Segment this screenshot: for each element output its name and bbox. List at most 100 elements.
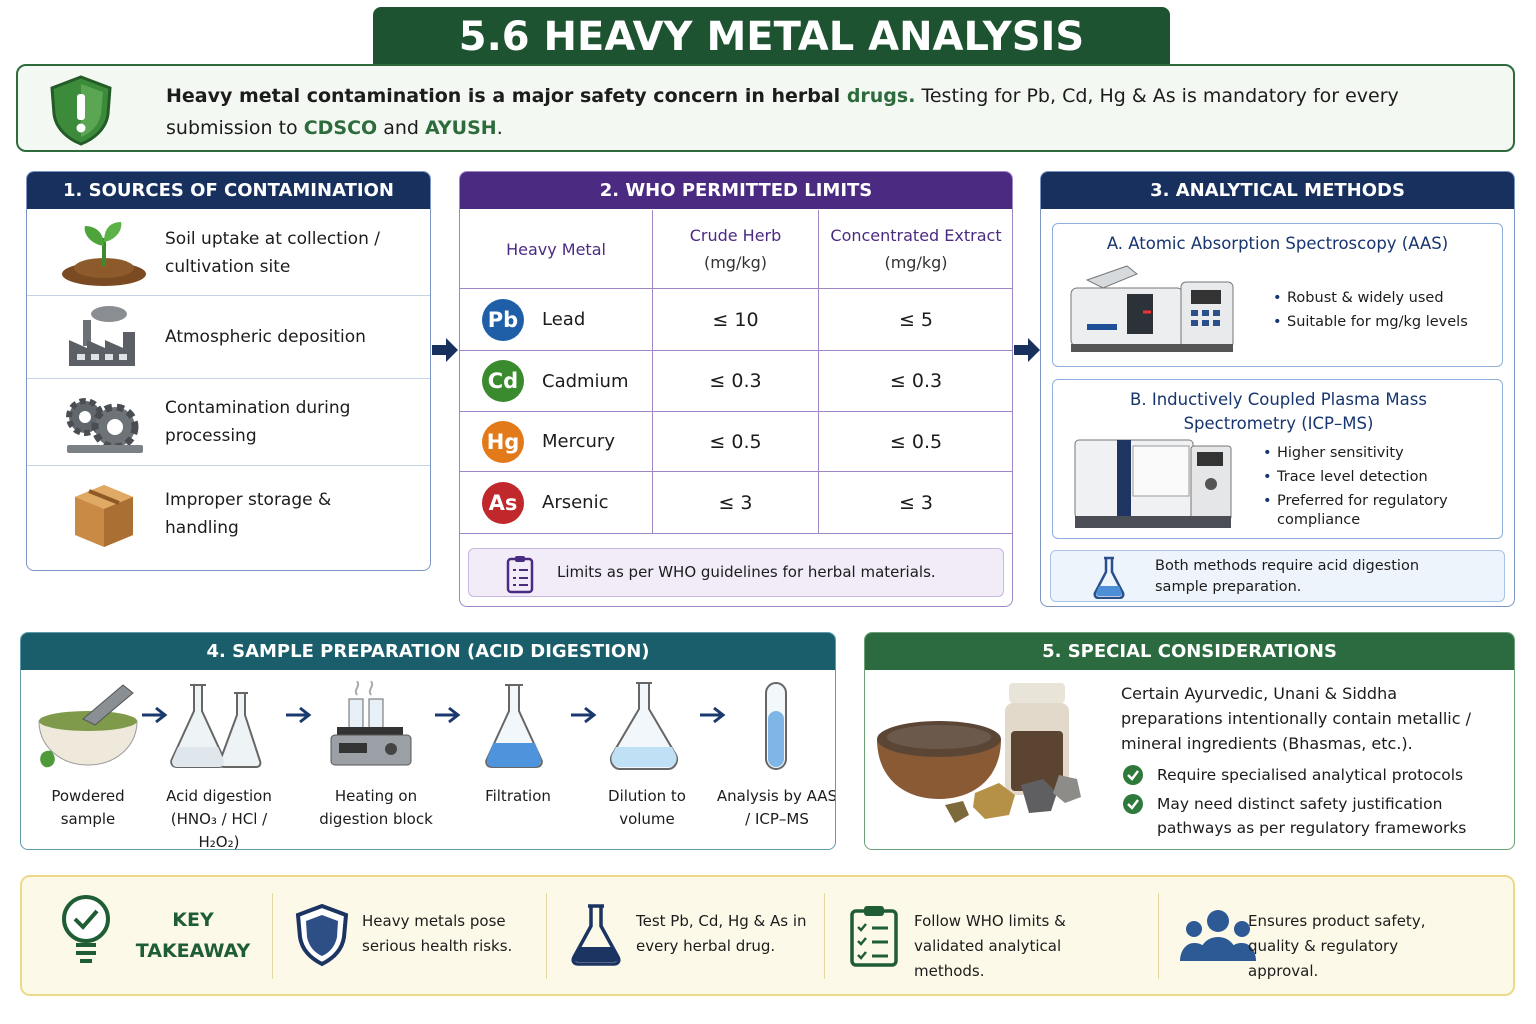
method-title: B. Inductively Coupled Plasma Mass Spect… <box>1130 390 1427 433</box>
icon-shape <box>571 904 621 966</box>
step-arrow <box>698 705 728 729</box>
takeaway-text: Follow WHO limits & validated analytical… <box>914 912 1066 980</box>
step-icon <box>722 681 832 775</box>
metal-name: Mercury <box>542 431 615 452</box>
metal-name: Cadmium <box>542 370 629 392</box>
crude-limit: ≤ 0.3 <box>653 351 819 412</box>
method-title: A. Atomic Absorption Spectroscopy (AAS) <box>1106 234 1449 253</box>
icon-shape <box>1191 310 1220 326</box>
metal-cell: As Arsenic <box>460 472 653 534</box>
icon-shape <box>1021 779 1057 813</box>
methods-panel: 3. ANALYTICAL METHODS A. Atomic Absorpti… <box>1040 171 1515 607</box>
icon-shape <box>1213 310 1220 316</box>
icon-shape <box>368 698 384 730</box>
check-icon <box>1123 794 1143 821</box>
step-icon <box>321 680 431 775</box>
limits-panel: 2. WHO PERMITTED LIMITS Heavy Metal Crude… <box>459 171 1013 607</box>
intro-part: and <box>377 117 426 139</box>
icon <box>66 398 143 453</box>
icon-shape <box>1191 320 1198 326</box>
source-text: Improper storage & handling <box>165 490 332 538</box>
icon-shape <box>1232 943 1256 961</box>
icon-shape <box>574 947 618 962</box>
icon <box>1093 556 1125 600</box>
icon-shape <box>1093 556 1125 600</box>
icon <box>330 680 412 766</box>
note-text: Limits as per WHO guidelines for herbal … <box>557 563 936 581</box>
icon-shape <box>91 354 99 360</box>
icon-shape <box>1180 943 1204 961</box>
icon <box>850 906 898 967</box>
icon-shape <box>84 225 104 246</box>
icon <box>1074 439 1232 528</box>
icon-shape <box>432 338 458 362</box>
icon-shape <box>1009 683 1065 703</box>
icon-shape <box>1205 478 1217 490</box>
special-panel: 5. SPECIAL CONSIDERATIONS Certain Ayurve… <box>864 632 1515 850</box>
page-title: 5.6 HEAVY METAL ANALYSIS <box>373 7 1170 64</box>
icon-shape <box>1202 320 1209 326</box>
icon <box>485 684 543 768</box>
intro-part: . <box>496 117 503 139</box>
step-label: Analysis by AAS / ICP–MS <box>716 787 836 828</box>
icon-shape <box>83 320 91 346</box>
icon-shape <box>104 221 122 242</box>
icon-shape <box>104 497 133 547</box>
icon-shape <box>1127 799 1139 810</box>
icon-shape <box>40 750 55 768</box>
icon-shape <box>105 354 113 360</box>
clipboard-icon <box>505 554 535 598</box>
icon-shape <box>973 783 1015 819</box>
flow-arrow <box>1014 338 1040 362</box>
bullet: Higher sensitivity <box>1261 444 1481 463</box>
icon-shape <box>348 698 364 730</box>
metal-symbol: Pb <box>482 298 524 341</box>
source-row: Contamination during processing <box>27 379 430 466</box>
extract-limit: ≤ 3 <box>819 472 1012 534</box>
icon-shape <box>141 706 167 724</box>
aas-bullets: Robust & widely usedSuitable for mg/kg l… <box>1271 286 1468 334</box>
takeaway-box: KEY TAKEAWAY Heavy metals pose serious he… <box>20 875 1515 996</box>
panel-title: 4. SAMPLE PREPARATION (ACID DIGESTION) <box>21 633 835 670</box>
divider <box>546 893 547 979</box>
bullet: Trace level detection <box>1261 468 1481 487</box>
header-label: Crude Herb <box>689 226 782 245</box>
icon-shape <box>1207 910 1229 932</box>
icon-shape <box>82 684 134 726</box>
step-icon <box>164 681 274 775</box>
icon-shape <box>172 747 224 767</box>
icon-shape <box>1213 320 1220 326</box>
special-bullets: Require specialised analytical protocols… <box>1123 763 1503 845</box>
icon-shape <box>1075 516 1231 528</box>
icon <box>877 683 1081 823</box>
icon-shape <box>1096 586 1122 596</box>
takeaway-icon <box>1180 907 1256 967</box>
metal-cell: Pb Lead <box>460 289 653 351</box>
step-icon <box>592 681 702 775</box>
icon-shape <box>218 692 262 768</box>
icon <box>38 684 138 768</box>
icon-shape <box>285 706 311 724</box>
icon-shape <box>864 906 884 916</box>
panel-title: 3. ANALYTICAL METHODS <box>1041 172 1514 209</box>
step-label: Dilution to volume <box>608 787 686 828</box>
icon-shape <box>74 257 134 278</box>
step-icon <box>33 681 143 775</box>
source-row: Improper storage & handling <box>27 466 430 562</box>
icon-shape <box>79 411 91 423</box>
divider <box>824 893 825 979</box>
icon-shape <box>1198 937 1238 961</box>
icon-shape <box>1202 310 1209 316</box>
icon <box>1070 265 1234 352</box>
panel-title: 2. WHO PERMITTED LIMITS <box>460 172 1012 209</box>
icon-shape <box>330 734 412 766</box>
icon-shape <box>76 123 86 133</box>
icon-shape <box>1234 921 1250 937</box>
metal-cell: Cd Cadmium <box>460 351 653 412</box>
icon-shape <box>857 923 867 960</box>
step-label: Heating on digestion block <box>319 787 433 828</box>
takeaway-text: Test Pb, Cd, Hg & As in every herbal dru… <box>636 912 807 955</box>
intro-box: Heavy metal contamination is a major saf… <box>16 64 1515 152</box>
icon-shape <box>515 556 525 562</box>
